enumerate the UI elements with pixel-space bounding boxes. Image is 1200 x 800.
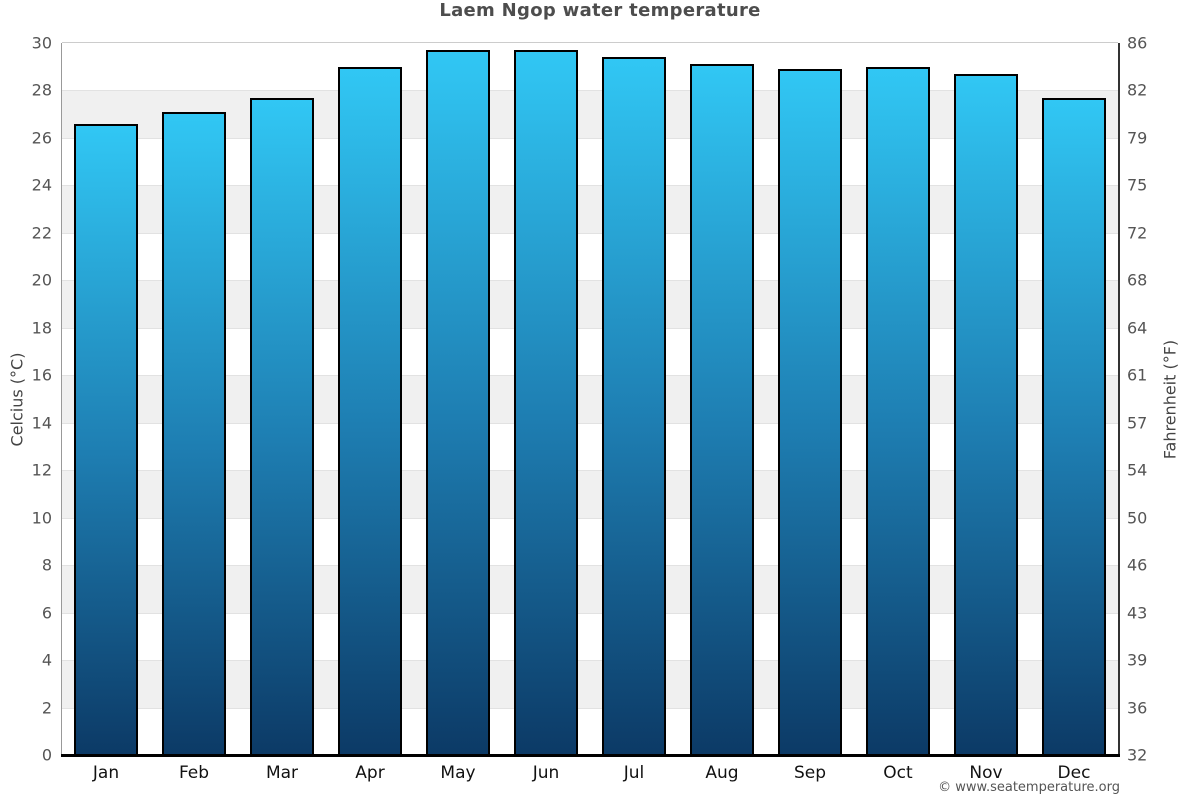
y-axis-tick-label-celsius: 12 (31, 460, 52, 480)
gridline (62, 660, 1118, 662)
temperature-bar-jan (74, 123, 138, 755)
y-axis-tick-label-celsius: 2 (41, 698, 52, 718)
grid-band (62, 280, 1118, 328)
y-axis-tick-label-fahrenheit: 75 (1127, 175, 1148, 195)
y-axis-tick-label-celsius: 30 (31, 33, 52, 53)
x-axis-month-label: Mar (265, 763, 299, 783)
gridline (62, 612, 1118, 614)
y-axis-tick-label-fahrenheit: 72 (1127, 223, 1148, 243)
y-axis-tick-label-fahrenheit: 39 (1127, 650, 1148, 670)
gridline (62, 280, 1118, 282)
x-axis-month-label: Jan (92, 763, 120, 783)
y-axis-tick-label-celsius: 20 (31, 270, 52, 290)
y-axis-tick-label-fahrenheit: 86 (1127, 33, 1148, 53)
y-axis-tick-label-fahrenheit: 68 (1127, 270, 1148, 290)
gridline (62, 327, 1118, 329)
y-axis-tick-label-celsius: 10 (31, 508, 52, 528)
y-axis-tick-label-fahrenheit: 64 (1127, 318, 1148, 338)
y-axis-tick-label-celsius: 24 (31, 175, 52, 195)
temperature-bar-oct (866, 66, 930, 755)
temperature-bar-apr (338, 66, 402, 755)
gridline (62, 90, 1118, 92)
y-axis-tick-label-fahrenheit: 82 (1127, 80, 1148, 100)
temperature-bar-aug (690, 64, 754, 755)
temperature-bar-mar (250, 97, 314, 755)
chart-title: Laem Ngop water temperature (439, 0, 761, 21)
x-axis-month-label: Sep (793, 763, 827, 783)
x-axis-month-label: Nov (969, 763, 1003, 783)
temperature-bar-jul (602, 57, 666, 755)
y-axis-tick-label-fahrenheit: 43 (1127, 603, 1148, 623)
x-axis-month-label: Jul (623, 763, 645, 783)
gridline (62, 517, 1118, 519)
temperature-bar-sep (778, 69, 842, 755)
y-axis-tick-label-fahrenheit: 36 (1127, 698, 1148, 718)
x-axis-month-label: Apr (355, 763, 385, 783)
temperature-bar-may (426, 50, 490, 755)
y-axis-line-left (61, 43, 62, 755)
y-axis-tick-label-celsius: 6 (41, 603, 52, 623)
y-axis-tick-label-fahrenheit: 61 (1127, 365, 1148, 385)
temperature-bar-jun (514, 50, 578, 755)
y-axis-tick-label-fahrenheit: 32 (1127, 745, 1148, 765)
x-axis-month-label: Oct (883, 763, 913, 783)
y-axis-tick-label-fahrenheit: 54 (1127, 460, 1148, 480)
grid-band (62, 565, 1118, 613)
y-axis-tick-label-celsius: 28 (31, 80, 52, 100)
gridline (62, 232, 1118, 234)
grid-band (62, 375, 1118, 423)
grid-band (62, 470, 1118, 518)
y-axis-tick-label-fahrenheit: 57 (1127, 413, 1148, 433)
x-axis-month-label: Dec (1057, 763, 1091, 783)
grid-band (62, 660, 1118, 708)
y-axis-tick-label-celsius: 14 (31, 413, 52, 433)
copyright-text: © www.seatemperature.org (938, 780, 1120, 795)
gridline (62, 422, 1118, 424)
y-axis-line-right (1118, 43, 1120, 755)
gridline (62, 137, 1118, 139)
y-axis-tick-label-celsius: 8 (41, 555, 52, 575)
y-axis-tick-label-celsius: 16 (31, 365, 52, 385)
gridline (62, 470, 1118, 472)
x-axis-month-label: Feb (178, 763, 210, 783)
gridline (62, 375, 1118, 377)
y-axis-tick-label-fahrenheit: 46 (1127, 555, 1148, 575)
gridline (62, 707, 1118, 709)
plot-top-border (62, 42, 1118, 43)
y-axis-tick-label-celsius: 26 (31, 128, 52, 148)
temperature-bar-feb (162, 111, 226, 755)
y-axis-tick-label-celsius: 4 (41, 650, 52, 670)
temperature-bar-dec (1042, 97, 1106, 755)
y-axis-tick-label-fahrenheit: 79 (1127, 128, 1148, 148)
x-axis-month-label: Aug (705, 763, 739, 783)
y-axis-tick-label-celsius: 18 (31, 318, 52, 338)
x-axis-month-label: May (440, 763, 476, 783)
temperature-bar-nov (954, 73, 1018, 755)
y-axis-tick-label-celsius: 22 (31, 223, 52, 243)
gridline (62, 565, 1118, 567)
y-axis-tick-label-fahrenheit: 50 (1127, 508, 1148, 528)
grid-band (62, 90, 1118, 138)
grid-band (62, 185, 1118, 233)
y-axis-tick-label-celsius: 0 (41, 745, 52, 765)
gridline (62, 185, 1118, 187)
x-axis-line (61, 754, 1120, 757)
x-axis-month-label: Jun (532, 763, 560, 783)
